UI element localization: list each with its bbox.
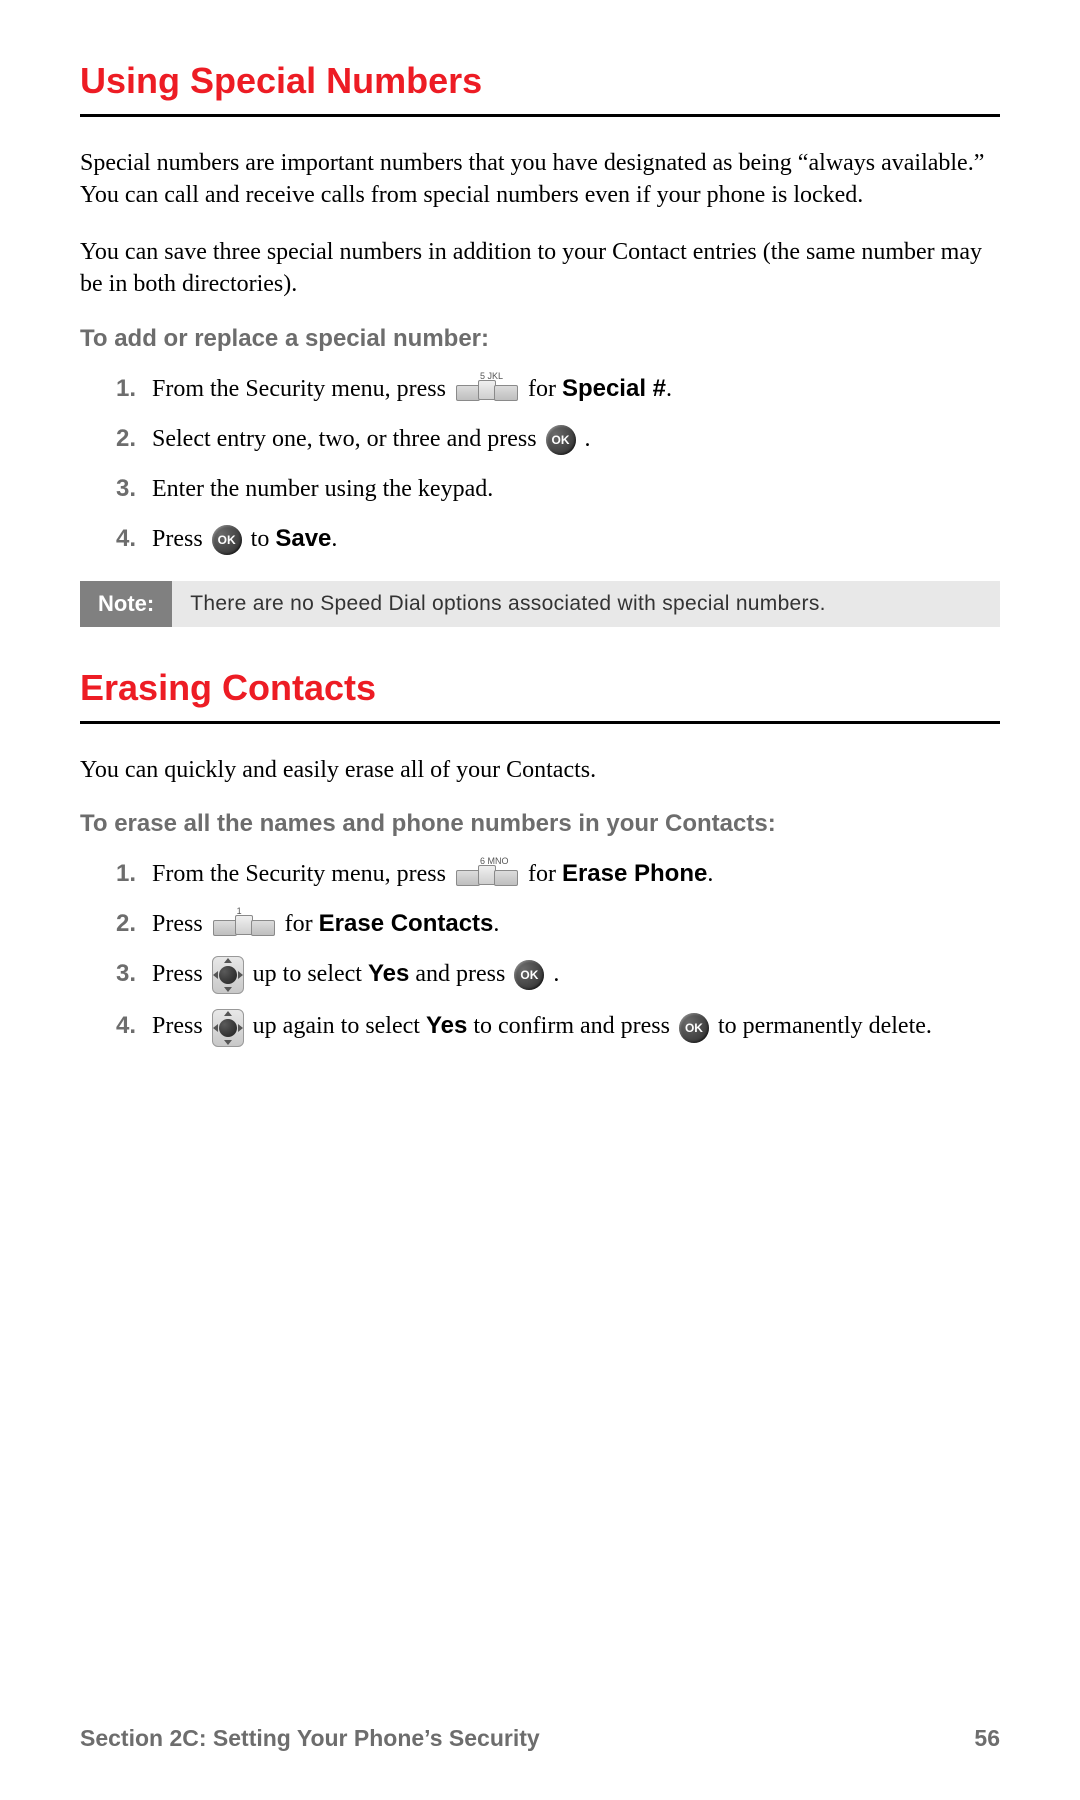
step-text: Press [152,526,209,552]
step-text: to [251,526,276,552]
step-item: 1. From the Security menu, press 5 JKL f… [116,371,1000,407]
step-text: up to select [253,961,368,987]
heading-rule [80,114,1000,117]
step-text: for [528,376,562,402]
step-text: From the Security menu, press [152,376,452,402]
step-text: Select entry one, two, or three and pres… [152,426,543,452]
page-footer: Section 2C: Setting Your Phone’s Securit… [80,1725,1000,1752]
step-bold: Erase Phone [562,860,707,887]
step-text: up again to select [253,1013,426,1039]
step-number: 2. [116,421,136,457]
heading-erasing-contacts: Erasing Contacts [80,667,1000,715]
step-text: for [528,861,562,887]
step-item: 2. Press 1 for Erase Contacts. [116,906,1000,942]
step-number: 4. [116,521,136,557]
ok-button-icon: OK [514,960,544,990]
step-text: to confirm and press [467,1013,676,1039]
step-number: 3. [116,471,136,507]
step-text: . [666,376,672,402]
steps-erase-contacts: 1. From the Security menu, press 6 MNO f… [80,856,1000,1047]
step-number: 1. [116,371,136,407]
step-text: . [493,911,499,937]
step-number: 1. [116,856,136,892]
step-item: 4. Press up again to select Yes to confi… [116,1008,1000,1046]
step-text: Press [152,961,209,987]
step-text: Enter the number using the keypad. [152,476,493,502]
subheading-add-special-number: To add or replace a special number: [80,325,1000,353]
step-text: . [553,961,559,987]
nav-pad-icon [212,956,244,994]
step-item: 4. Press OK to Save. [116,521,1000,557]
step-text: and press [409,961,511,987]
paragraph: You can save three special numbers in ad… [80,236,1000,301]
step-bold: Save [275,525,331,552]
heading-using-special-numbers: Using Special Numbers [80,60,1000,108]
step-text: From the Security menu, press [152,861,452,887]
ok-button-icon: OK [679,1013,709,1043]
paragraph: Special numbers are important numbers th… [80,147,1000,212]
key-5-icon: 5 JKL [456,380,518,400]
subheading-erase-contacts: To erase all the names and phone numbers… [80,810,1000,838]
step-item: 3. Enter the number using the keypad. [116,471,1000,507]
step-number: 3. [116,956,136,992]
ok-button-icon: OK [546,425,576,455]
ok-button-icon: OK [212,525,242,555]
note-label: Note: [80,581,172,627]
footer-section-label: Section 2C: Setting Your Phone’s Securit… [80,1725,540,1752]
step-bold: Erase Contacts [319,910,494,937]
step-text: . [585,426,591,452]
note-box: Note: There are no Speed Dial options as… [80,581,1000,627]
step-text: to permanently delete. [718,1013,932,1039]
note-body: There are no Speed Dial options associat… [172,581,1000,627]
steps-add-special-number: 1. From the Security menu, press 5 JKL f… [80,371,1000,557]
paragraph: You can quickly and easily erase all of … [80,754,1000,786]
nav-pad-icon [212,1009,244,1047]
heading-rule [80,721,1000,724]
section-erasing-contacts: Erasing Contacts You can quickly and eas… [80,667,1000,1047]
step-text: . [331,526,337,552]
step-text: for [285,911,319,937]
step-number: 2. [116,906,136,942]
step-item: 2. Select entry one, two, or three and p… [116,421,1000,457]
step-text: Press [152,1013,209,1039]
step-bold: Yes [368,960,409,987]
step-number: 4. [116,1008,136,1044]
section-using-special-numbers: Using Special Numbers Special numbers ar… [80,60,1000,627]
key-1-icon: 1 [213,915,275,935]
step-text: Press [152,911,209,937]
key-6-icon: 6 MNO [456,865,518,885]
step-bold: Special # [562,375,666,402]
step-bold: Yes [426,1012,467,1039]
step-text: . [707,861,713,887]
step-item: 3. Press up to select Yes and press OK . [116,956,1000,994]
manual-page: Using Special Numbers Special numbers ar… [0,0,1080,1800]
footer-page-number: 56 [974,1725,1000,1752]
step-item: 1. From the Security menu, press 6 MNO f… [116,856,1000,892]
